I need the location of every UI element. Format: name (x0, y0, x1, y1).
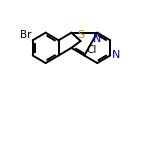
Text: S: S (77, 29, 84, 40)
Text: N: N (112, 50, 120, 60)
Text: N: N (93, 34, 102, 44)
Text: Cl: Cl (86, 45, 96, 55)
Text: Br: Br (20, 29, 31, 40)
